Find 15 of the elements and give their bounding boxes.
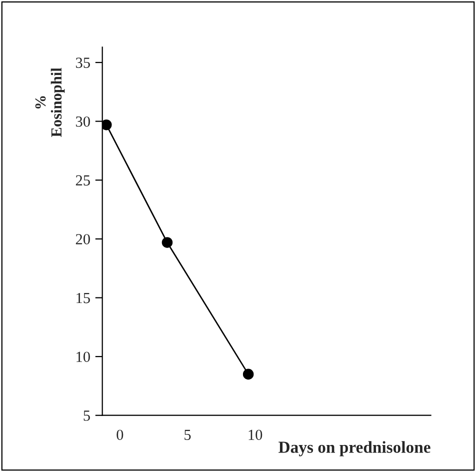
- point: [102, 119, 112, 130]
- point: [242, 368, 254, 380]
- y-tick-label: 5: [84, 410, 90, 421]
- y-tick-label: 10: [76, 352, 90, 362]
- x-axis-title: Days on prednisolone: [278, 441, 430, 456]
- x-tick-label: 0: [116, 430, 124, 440]
- y-tick-label: 15: [76, 292, 90, 304]
- y-tick-label: 20: [76, 234, 90, 244]
- point: [162, 237, 173, 248]
- y-axis-title: % Eosinophil: [35, 68, 65, 137]
- y-tick-label: 30: [76, 116, 90, 127]
- y-tick-label: 25: [76, 175, 90, 186]
- x-tick-label: 10: [248, 430, 262, 440]
- x-tick-label: 5: [184, 430, 191, 440]
- y-tick-label: 35: [76, 58, 90, 68]
